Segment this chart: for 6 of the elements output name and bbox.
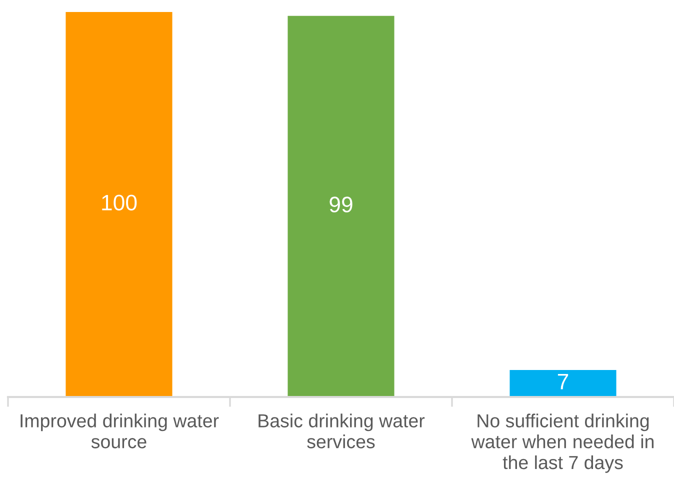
x-tick-label: No sufficient drinking water when needed in the last 7 days: [471, 414, 654, 473]
data-label: 99: [330, 196, 352, 212]
data-label: 100: [102, 194, 137, 210]
data-label: 7: [558, 374, 568, 390]
x-tick-label: Improved drinking water source: [20, 414, 219, 448]
x-tick-label: Basic drinking water services: [258, 414, 425, 448]
